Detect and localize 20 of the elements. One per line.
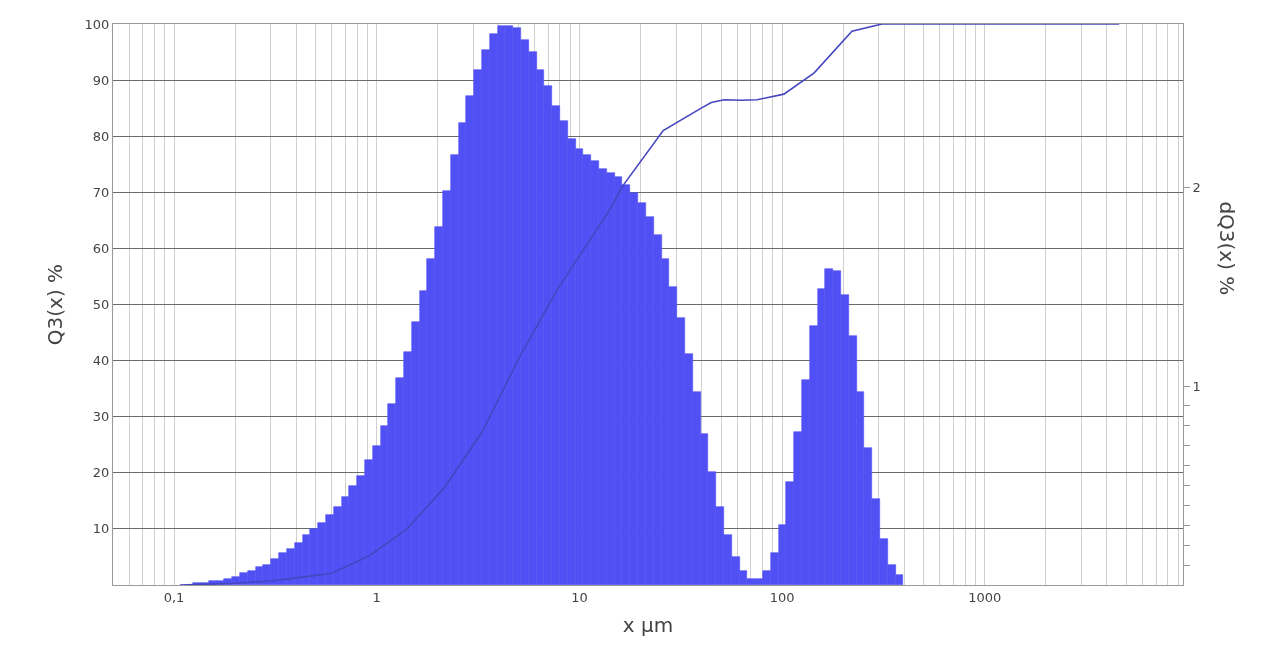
y-tick-label: 20 (92, 465, 110, 481)
y2-tick-label: 1 (1192, 378, 1201, 394)
x-tick-label: 1 (372, 589, 381, 605)
y-tick-label: 80 (92, 128, 110, 144)
x-axis-title: x µm (622, 613, 674, 638)
x-tick-label: 0,1 (163, 589, 185, 605)
x-tick-label: 10 (571, 589, 588, 605)
y-tick-label: 60 (92, 240, 110, 256)
y-tick-label: 30 (92, 409, 110, 425)
y-tick-label: 90 (92, 72, 110, 88)
y-tick-label: 50 (92, 297, 110, 313)
y-tick-label: 100 (84, 16, 110, 32)
y-tick-label: 40 (92, 353, 110, 369)
y-tick-label: 10 (92, 521, 110, 537)
y2-tick-label: 2 (1192, 179, 1201, 195)
y-axis-title: Q3(x) % (43, 263, 68, 346)
y2-axis-title: dQ3(x) % (1215, 201, 1240, 296)
x-tick-label: 1000 (968, 589, 1002, 605)
x-tick-label: 100 (769, 589, 795, 605)
y-tick-label: 70 (92, 184, 110, 200)
